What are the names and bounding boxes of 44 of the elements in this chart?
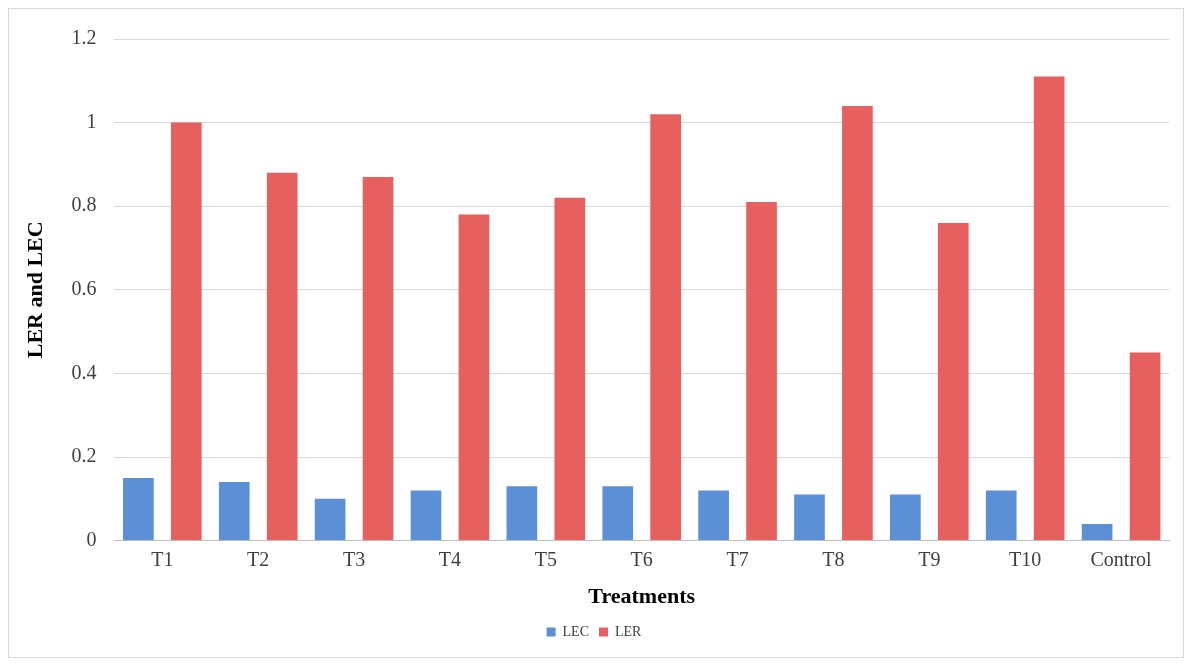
x-tick-label: T7 (726, 547, 749, 570)
y-tick-label: 1.2 (71, 26, 97, 49)
bar (314, 498, 346, 541)
y-tick-label: 0.4 (71, 360, 97, 383)
bar (1033, 76, 1065, 541)
y-tick-label: 1 (86, 109, 97, 132)
x-tick-label: T3 (342, 547, 366, 570)
bar (506, 486, 538, 541)
legend-label: LER (615, 623, 643, 639)
bar (985, 490, 1017, 541)
bar (554, 197, 586, 541)
bar (794, 494, 825, 541)
bar (170, 122, 202, 541)
y-tick-label: 0 (86, 527, 97, 550)
x-tick-label: T9 (918, 547, 941, 570)
bar (890, 494, 921, 541)
x-tick-label: T5 (534, 547, 557, 570)
x-tick-label: T4 (438, 547, 462, 570)
x-tick-label: Control (1090, 547, 1153, 570)
bar (842, 105, 873, 541)
legend-label: LEC (562, 623, 590, 639)
y-tick-label: 0.2 (71, 444, 97, 467)
bar (218, 482, 250, 541)
bar (410, 490, 442, 541)
bar (602, 486, 634, 541)
bar (1081, 523, 1113, 541)
x-tick-label: T2 (247, 547, 270, 570)
bar (266, 172, 298, 541)
x-axis-title: Treatments (588, 583, 696, 609)
bar (698, 490, 729, 541)
x-tick-label: T1 (151, 547, 174, 570)
bar (650, 114, 682, 541)
x-tick-label: T10 (1009, 547, 1042, 570)
bar (746, 202, 777, 541)
x-tick-label: T6 (630, 547, 653, 570)
bar (123, 477, 154, 541)
bar (1129, 352, 1161, 541)
bar (362, 176, 394, 541)
y-axis-title: LER and LEC (21, 221, 47, 359)
y-tick-label: 0.6 (71, 277, 97, 300)
bar (458, 214, 490, 541)
x-tick-label: T8 (822, 547, 845, 570)
bar (937, 222, 969, 541)
y-tick-label: 0.8 (71, 193, 97, 216)
